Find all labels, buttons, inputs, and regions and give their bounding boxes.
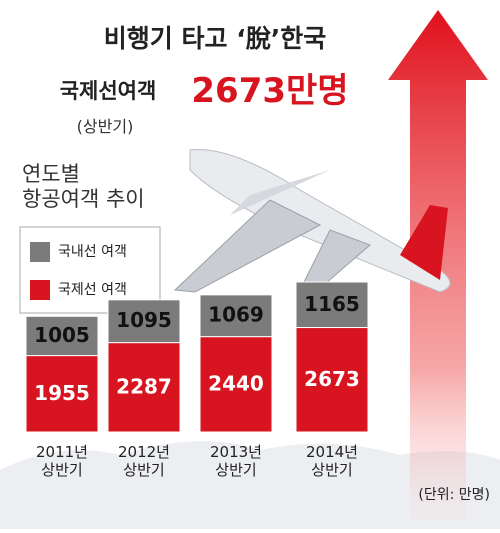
map-background: [0, 441, 500, 529]
chart-title: 비행기 타고 ‘脫’한국: [104, 24, 326, 53]
x-tick-label: 2012년 상반기: [118, 443, 170, 479]
value-label: 2440: [208, 371, 264, 395]
note: (상반기): [77, 117, 134, 136]
bar-segment: [25, 315, 99, 357]
x-tick-label: 2013년 상반기: [210, 443, 262, 479]
chart-subtitle: 국제선여객: [60, 79, 157, 103]
legend-label: 국제선 여객: [58, 282, 127, 298]
bar-segment: [199, 294, 273, 338]
bar-segment: [295, 327, 369, 433]
value-label: 2673: [304, 366, 360, 390]
unit-label: (단위: 만명): [418, 487, 490, 503]
value-label: 1165: [304, 291, 360, 315]
airplane: [173, 149, 451, 293]
headline: 2673만명: [191, 71, 348, 111]
value-label: 1069: [208, 302, 264, 326]
value-label: 1005: [34, 322, 90, 346]
value-label: 1955: [34, 380, 90, 404]
legend-swatch: [30, 280, 50, 300]
value-label: 2287: [116, 374, 172, 398]
bar-segment: [295, 281, 369, 329]
legend-label: 국내선 여객: [58, 244, 127, 260]
value-label: 1095: [116, 308, 172, 332]
x-tick-label: 2011년 상반기: [36, 443, 88, 479]
bar-segment: [107, 299, 181, 344]
x-tick-label: 2014년 상반기: [306, 443, 358, 479]
legend-swatch: [30, 242, 50, 262]
bar-segment: [25, 355, 99, 433]
chart-heading: 연도별 항공여객 추이: [22, 162, 145, 211]
